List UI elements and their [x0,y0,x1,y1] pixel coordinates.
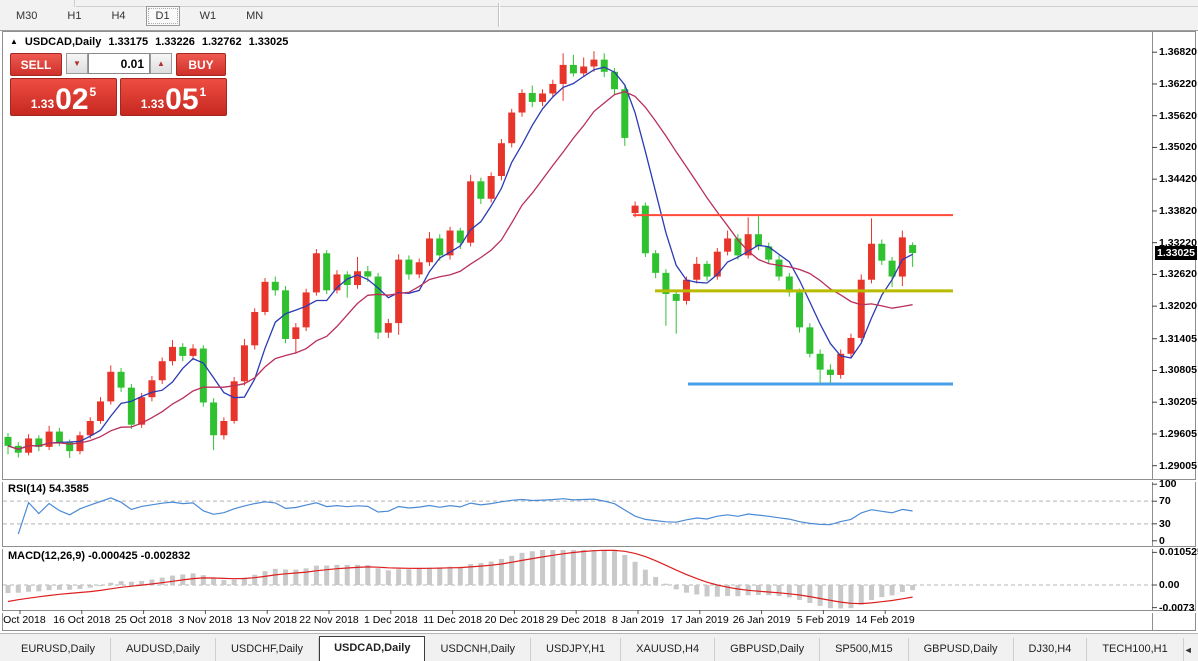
date-axis-label: 1 Dec 2018 [363,614,418,626]
sell-price-pip: 5 [89,85,97,99]
sell-price-prefix: 1.33 [30,97,55,111]
price-axis-label: 1.32020 [1159,300,1197,313]
price-axis-label: 1.35020 [1159,141,1197,154]
toolbar-grip-line [76,6,1198,7]
date-axis-label: 5 Feb 2019 [796,614,850,626]
price-axis-label: 1.30205 [1159,396,1197,409]
timeframe-button-w1[interactable]: W1 [199,10,217,22]
macd-axis-label: 0.010525 [1159,546,1198,559]
ohlc-high: 1.33226 [155,36,195,48]
chart-tabs: EURUSD,Daily AUDUSD,Daily USDCHF,Daily USDC… [6,636,1184,661]
tab-gbpusd-daily[interactable]: GBPUSD,Daily [715,638,821,661]
collapse-panel-icon[interactable]: ▲ [10,36,18,46]
date-axis-label: 25 Oct 2018 [114,614,173,626]
rsi-splitter[interactable] [2,479,1196,482]
date-axis-label: 3 Nov 2018 [178,614,233,626]
timeframe-button-h4[interactable]: H4 [111,10,126,22]
chart-frame-bottom [2,630,1196,631]
sell-price-big: 02 [55,83,89,116]
buy-button[interactable]: BUY [176,53,226,76]
tab-audusd-daily[interactable]: AUDUSD,Daily [111,638,216,661]
date-axis-label: 8 Jan 2019 [612,614,664,626]
price-axis-label: 1.32620 [1159,268,1197,281]
tab-sp500-m15[interactable]: SP500,M15 [820,638,909,661]
ohlc-close: 1.33025 [248,36,289,48]
tab-usdcad-daily[interactable]: USDCAD,Daily [319,636,426,661]
date-axis-label: 11 Dec 2018 [423,614,482,626]
price-axis-label: 1.34420 [1159,173,1197,186]
rsi-title: RSI(14) 54.3585 [8,483,89,495]
ohlc-open: 1.33175 [108,36,149,48]
macd-axis-label: 0.00 [1159,579,1180,591]
volume-decrease-button[interactable]: ▼ [66,53,88,74]
toolbar-grip-notch [74,0,75,7]
timeframe-toolbar: M30 H1 H4 D1 W1 MN [0,0,1198,31]
timeframe-button-d1[interactable]: D1 [145,6,180,26]
toolbar-separator [498,3,500,27]
tab-eurusd-daily[interactable]: EURUSD,Daily [6,638,111,661]
chart-tab-bar: EURUSD,Daily AUDUSD,Daily USDCHF,Daily USDC… [0,633,1198,661]
rsi-axis-label: 100 [1159,478,1177,491]
timeframe-button-h1[interactable]: H1 [67,10,82,22]
spinner-down-icon: ▼ [73,59,81,68]
tab-usdcnh-daily[interactable]: USDCNH,Daily [425,638,532,661]
price-axis-label: 1.33820 [1159,204,1197,217]
date-axis-separator [2,610,1196,613]
tab-gbpusd-daily[interactable]: GBPUSD,Daily [909,638,1014,661]
current-price-tag: 1.33025 [1155,246,1197,260]
buy-price-box[interactable]: 1.33 05 1 [120,78,227,116]
date-axis-label: 6 Oct 2018 [0,614,46,626]
tab-tech100-h1[interactable]: TECH100,H1 [1087,638,1184,661]
tab-scroll-arrows: ◄ ► [1184,645,1198,655]
date-axis-label: 29 Dec 2018 [546,614,606,626]
sell-button[interactable]: SELL [10,53,62,76]
price-axis-label: 1.36220 [1159,77,1197,90]
macd-title: MACD(12,26,9) -0.000425 -0.002832 [8,550,191,562]
macd-axis-label: -0.0073 [1159,601,1195,614]
rsi-axis-label: 70 [1159,495,1171,508]
price-axis-separator [1152,31,1153,631]
date-axis-label: 26 Jan 2019 [732,614,791,626]
price-axis-label: 1.35620 [1159,109,1197,122]
price-axis-label: 1.31405 [1159,332,1197,345]
buy-price-pip: 1 [199,85,207,99]
tab-usdjpy-h1[interactable]: USDJPY,H1 [531,638,622,661]
price-axis-label: 1.30805 [1159,364,1197,377]
one-click-trade-panel: SELL ▼ ▲ BUY 1.33 02 5 1.33 05 1 [10,53,227,116]
spinner-up-icon: ▲ [157,59,165,68]
chart-frame-top [2,31,1196,32]
date-axis-label: 14 Feb 2019 [855,614,915,626]
chart-frame-left [2,31,3,631]
price-axis-label: 1.29005 [1159,459,1197,472]
macd-splitter[interactable] [2,546,1196,549]
price-axis-label: 1.29605 [1159,427,1197,440]
chart-frame-right [1195,31,1196,631]
date-axis-label: 17 Jan 2019 [670,614,729,626]
timeframe-button-mn[interactable]: MN [246,10,264,22]
date-axis-label: 20 Dec 2018 [484,614,545,626]
price-axis-label: 1.33220 [1159,236,1197,249]
date-axis-label: 22 Nov 2018 [299,614,359,626]
sell-price-box[interactable]: 1.33 02 5 [10,78,117,116]
rsi-axis-label: 0 [1159,534,1165,547]
tab-xauusd-h4[interactable]: XAUUSD,H4 [621,638,716,661]
date-axis-label: 16 Oct 2018 [53,614,111,626]
tab-dj30-h4[interactable]: DJ30,H4 [1014,638,1088,661]
tab-usdchf-daily[interactable]: USDCHF,Daily [216,638,320,661]
buy-price-prefix: 1.33 [140,97,165,111]
date-axis-label: 13 Nov 2018 [237,614,297,626]
timeframe-button-m30[interactable]: M30 [16,10,38,22]
tab-scroll-left-icon[interactable]: ◄ [1183,645,1193,655]
volume-increase-button[interactable]: ▲ [150,53,172,74]
symbol-period-label: USDCAD,Daily [24,36,102,48]
price-axis-label: 1.36820 [1159,46,1197,59]
chart-header: ▲ USDCAD,Daily 1.33175 1.33226 1.32762 1… [10,36,288,48]
timeframe-buttons: M30 H1 H4 D1 W1 MN [6,6,273,26]
rsi-axis-label: 30 [1159,517,1171,530]
buy-price-big: 05 [165,83,199,116]
volume-input[interactable] [88,53,150,74]
ohlc-low: 1.32762 [201,36,242,48]
